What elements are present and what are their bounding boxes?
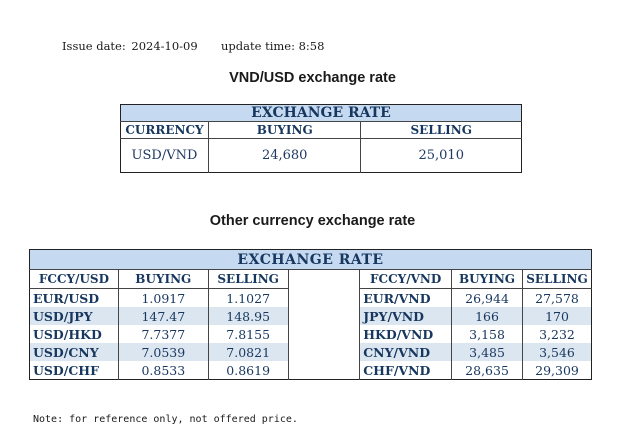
column-header-selling: SELLING — [208, 269, 289, 289]
buying-rate: 3,158 — [451, 325, 523, 343]
buying-rate: 1.0917 — [118, 288, 209, 307]
buying-rate: 147.47 — [118, 307, 209, 325]
selling-rate: 3,546 — [522, 343, 592, 361]
selling-rate: 170 — [522, 307, 592, 325]
other-currency-table: EXCHANGE RATE FCCY/USD BUYING SELLING FC… — [29, 249, 592, 380]
selling-rate: 29,309 — [535, 362, 579, 378]
currency-pair: JPY/VND — [359, 307, 453, 325]
currency-pair: EUR/USD — [29, 288, 119, 307]
column-header-buying: BUYING — [208, 121, 362, 139]
column-header-buying: BUYING — [118, 269, 209, 289]
table-row: USD/CNY 7.0539 7.0821 CNY/VND 3,485 3,54… — [29, 343, 592, 361]
currency-pair: USD/JPY — [29, 307, 119, 325]
spacer-column — [288, 269, 361, 380]
buying-rate: 3,485 — [451, 343, 523, 361]
selling-rate: 148.95 — [208, 307, 289, 325]
disclaimer-note: Note: for reference only, not offered pr… — [33, 414, 298, 425]
column-header-currency: CURRENCY — [120, 121, 209, 139]
currency-pair: USD/VND — [120, 138, 209, 173]
selling-rate: 7.0821 — [208, 343, 289, 361]
table-row: USD/JPY 147.47 148.95 JPY/VND 166 170 — [29, 307, 592, 325]
currency-pair: USD/CNY — [29, 343, 119, 361]
vnd-usd-title: VND/USD exchange rate — [229, 70, 396, 86]
buying-rate: 7.0539 — [118, 343, 209, 361]
column-header-selling: SELLING — [360, 121, 522, 139]
table-row: USD/HKD 7.7377 7.8155 HKD/VND 3,158 3,23… — [29, 325, 592, 343]
selling-rate: 27,578 — [535, 290, 579, 306]
selling-rate: 3,232 — [539, 326, 575, 342]
buying-rate: 7.7377 — [118, 325, 209, 343]
buying-rate: 26,944 — [451, 288, 523, 307]
buying-rate: 166 — [451, 307, 523, 325]
table-row: USD/VND 24,680 25,010 — [120, 138, 522, 173]
issue-date-label: Issue date: — [62, 39, 126, 53]
selling-rate: 1.1027 — [208, 288, 289, 307]
other-currency-title: Other currency exchange rate — [209, 213, 416, 229]
update-time-value: 8:58 — [298, 39, 325, 53]
currency-pair: USD/CHF — [29, 361, 119, 380]
selling-rate: 25,010 — [418, 148, 464, 163]
table-row: EUR/USD 1.0917 1.1027 EUR/VND 26,944 27,… — [29, 288, 592, 307]
column-header-buying: BUYING — [451, 269, 523, 289]
table-title: EXCHANGE RATE — [120, 104, 522, 122]
table-title: EXCHANGE RATE — [29, 249, 592, 270]
column-header-selling: SELLING — [522, 269, 592, 289]
selling-rate: 0.8619 — [208, 361, 289, 380]
currency-pair: CHF/VND — [359, 361, 453, 380]
buying-rate: 28,635 — [451, 361, 523, 380]
update-time-label: update time: — [221, 39, 295, 53]
update-time: update time: 8:58 — [221, 39, 324, 53]
currency-pair: HKD/VND — [359, 325, 453, 343]
issue-date-value: 2024-10-09 — [131, 39, 198, 53]
selling-rate: 7.8155 — [208, 325, 289, 343]
table-row: USD/CHF 0.8533 0.8619 CHF/VND 28,635 29,… — [29, 361, 592, 380]
column-header-fccy-vnd: FCCY/VND — [359, 269, 453, 289]
vnd-usd-table: EXCHANGE RATE CURRENCY BUYING SELLING US… — [120, 104, 522, 173]
buying-rate: 0.8533 — [118, 361, 209, 380]
buying-rate: 24,680 — [208, 138, 362, 173]
currency-pair: CNY/VND — [359, 343, 453, 361]
currency-pair: EUR/VND — [359, 288, 453, 307]
currency-pair: USD/HKD — [29, 325, 119, 343]
issue-date: Issue date: 2024-10-09 — [62, 39, 200, 53]
column-header-fccy-usd: FCCY/USD — [29, 269, 119, 289]
